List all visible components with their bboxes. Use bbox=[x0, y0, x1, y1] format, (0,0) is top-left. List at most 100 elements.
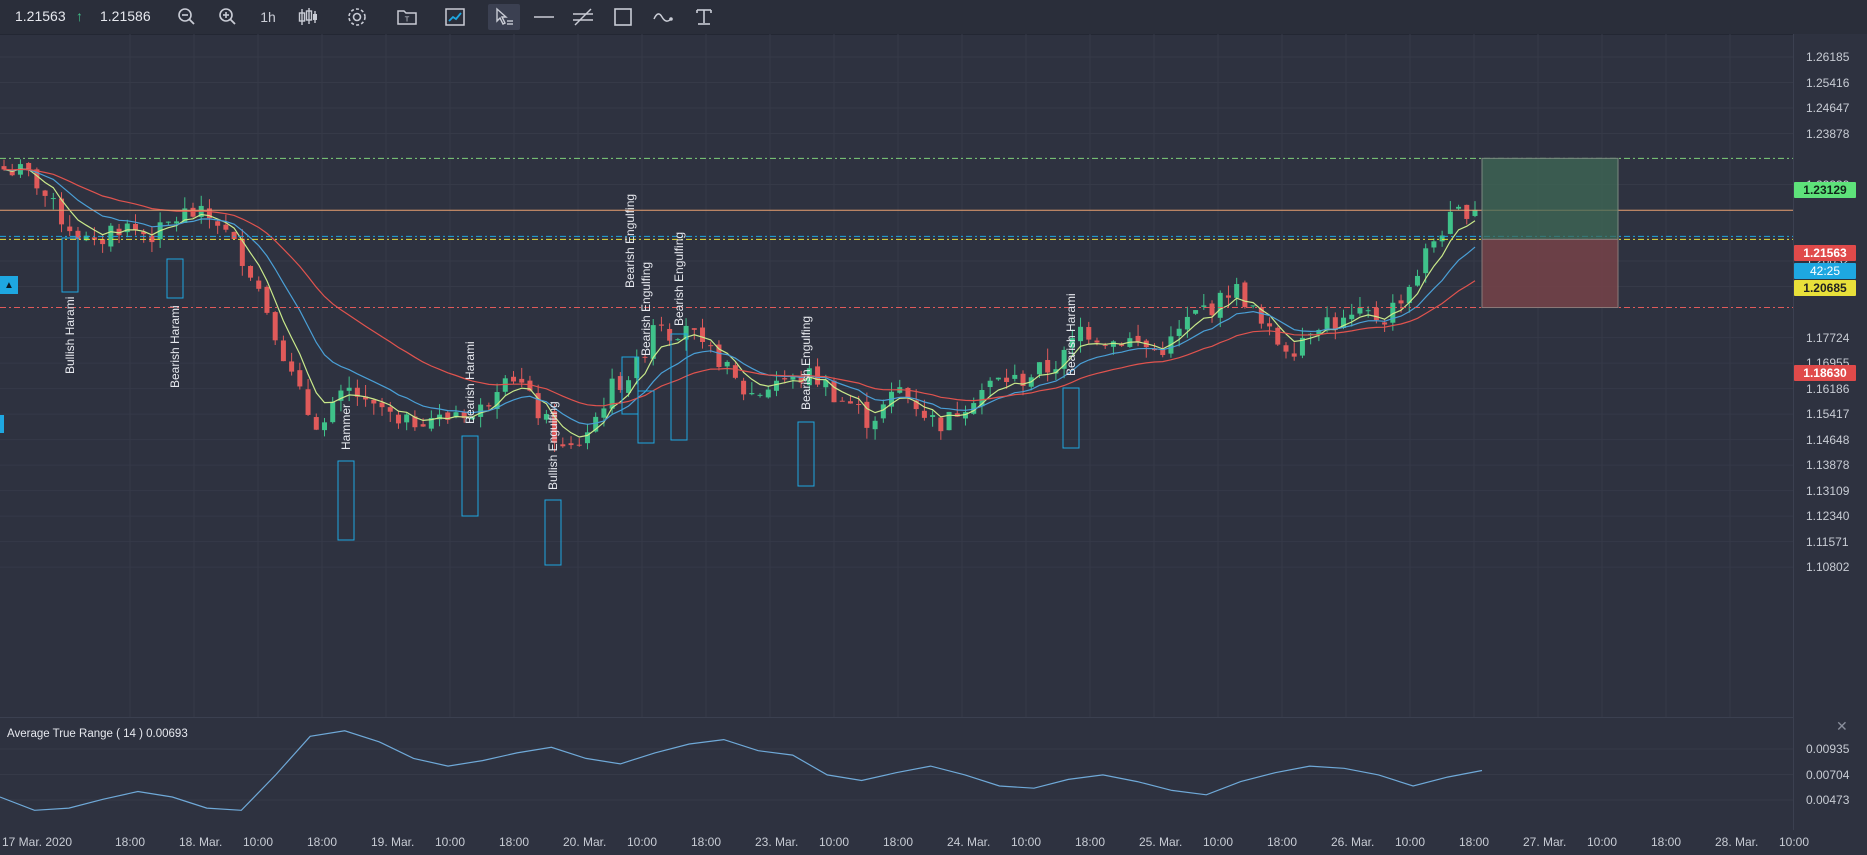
candle-body bbox=[371, 399, 377, 404]
time-axis-label: 23. Mar. bbox=[755, 835, 799, 849]
candle-body bbox=[1119, 344, 1125, 346]
candle-body bbox=[59, 198, 65, 225]
indicators-icon[interactable] bbox=[440, 4, 470, 30]
candle-body bbox=[1045, 360, 1051, 373]
candle-body bbox=[519, 378, 525, 383]
candle-body bbox=[552, 411, 558, 443]
price-axis-label: 1.13109 bbox=[1806, 483, 1850, 498]
candle-body bbox=[683, 325, 689, 340]
candle-body bbox=[864, 401, 870, 428]
candle-body bbox=[1225, 295, 1231, 298]
atr-indicator-panel[interactable] bbox=[0, 717, 1793, 830]
price-axis[interactable]: 1.261851.254161.246471.238781.223391.200… bbox=[1793, 34, 1867, 717]
candle-body bbox=[116, 228, 122, 236]
candle-body bbox=[798, 375, 804, 383]
text-tool-icon[interactable] bbox=[689, 4, 719, 30]
pattern-box bbox=[797, 421, 815, 487]
zoom-in-icon[interactable] bbox=[213, 4, 243, 30]
candle-body bbox=[469, 416, 475, 420]
candle-body bbox=[1431, 241, 1437, 248]
parallel-channel-icon[interactable] bbox=[568, 4, 598, 30]
candle-body bbox=[338, 390, 344, 401]
candle-body bbox=[617, 376, 623, 390]
pattern-label: Bullish Harami bbox=[63, 296, 77, 374]
price-axis-label: 1.17724 bbox=[1806, 330, 1850, 345]
atr-line bbox=[0, 730, 1483, 811]
close-panel-icon[interactable]: ✕ bbox=[1836, 718, 1848, 734]
candle-body bbox=[1464, 204, 1470, 219]
time-axis-label: 10:00 bbox=[1587, 835, 1618, 849]
candle-body bbox=[1267, 323, 1273, 327]
candle-body bbox=[601, 408, 607, 418]
settings-icon[interactable] bbox=[342, 4, 372, 30]
candle-body bbox=[379, 402, 385, 408]
candle-body bbox=[1365, 310, 1371, 312]
main-price-chart[interactable] bbox=[0, 34, 1793, 717]
candle-body bbox=[700, 327, 706, 342]
candle-body bbox=[100, 239, 106, 245]
pattern-label: Bearish Harami bbox=[463, 341, 477, 424]
candle-body bbox=[248, 265, 254, 278]
zoom-out-icon[interactable] bbox=[172, 4, 202, 30]
curve-icon[interactable] bbox=[648, 4, 678, 30]
candle-body bbox=[75, 230, 81, 240]
candle-body bbox=[979, 390, 985, 407]
candle-body bbox=[1250, 305, 1256, 307]
candle-body bbox=[1349, 314, 1355, 320]
candle-body bbox=[1242, 282, 1248, 308]
candlestick-type-icon[interactable] bbox=[293, 4, 323, 30]
time-axis-label: 18. Mar. bbox=[179, 835, 223, 849]
ask-price: 1.21586 bbox=[100, 8, 151, 24]
timeframe-button[interactable]: 1h bbox=[260, 9, 276, 25]
candle-body bbox=[50, 198, 56, 200]
candle-body bbox=[1004, 377, 1010, 382]
time-axis-label: 18:00 bbox=[1267, 835, 1298, 849]
time-axis[interactable]: 17 Mar. 2020 18:00 18. Mar. 10:00 18:00 19. M… bbox=[0, 830, 1809, 855]
candle-body bbox=[724, 361, 730, 367]
ema-fast-line bbox=[3, 168, 1476, 438]
candle-body bbox=[445, 412, 451, 420]
candle-body bbox=[149, 235, 155, 243]
candle-body bbox=[1078, 326, 1084, 342]
alert-marker-icon[interactable]: ▲ bbox=[0, 276, 18, 294]
time-axis-label: 10:00 bbox=[819, 835, 850, 849]
time-axis-label: 10:00 bbox=[1779, 835, 1810, 849]
ema-slow-line bbox=[3, 168, 1476, 407]
time-axis-label: 17 Mar. 2020 bbox=[2, 835, 73, 849]
candle-body bbox=[962, 412, 968, 419]
atr-axis-label: 0.00473 bbox=[1806, 793, 1850, 807]
candle-body bbox=[1390, 302, 1396, 323]
candle-body bbox=[1193, 310, 1199, 314]
candle-body bbox=[930, 415, 936, 417]
candle-body bbox=[1398, 300, 1404, 304]
candle-body bbox=[190, 207, 196, 217]
candle-body bbox=[428, 418, 434, 429]
pattern-label: Bearish Engulfing bbox=[799, 315, 813, 410]
candle-body bbox=[42, 190, 48, 196]
profit-zone bbox=[1481, 157, 1619, 240]
left-scroll-marker[interactable] bbox=[0, 415, 4, 433]
pattern-label: Bearish Engulfing bbox=[623, 193, 637, 288]
atr-title: Average True Range ( 14 ) 0.00693 bbox=[7, 728, 188, 740]
cursor-select-icon[interactable] bbox=[488, 4, 520, 30]
candle-body bbox=[1020, 373, 1026, 386]
time-axis-label: 18:00 bbox=[883, 835, 914, 849]
candle-body bbox=[330, 401, 336, 423]
candle-body bbox=[691, 328, 697, 330]
ema-lines bbox=[3, 168, 1476, 438]
candle-body bbox=[395, 414, 401, 424]
pattern-box bbox=[637, 390, 655, 444]
candle-body bbox=[1184, 316, 1190, 330]
time-axis-label: 18:00 bbox=[1075, 835, 1106, 849]
candle-body bbox=[289, 361, 295, 372]
time-axis-label: 28. Mar. bbox=[1715, 835, 1759, 849]
candle-body bbox=[1283, 345, 1289, 352]
templates-folder-icon[interactable]: T bbox=[392, 4, 422, 30]
candle-body bbox=[1152, 348, 1158, 351]
rectangle-icon[interactable] bbox=[608, 4, 638, 30]
candle-body bbox=[1456, 206, 1462, 209]
price-axis-label: 1.23878 bbox=[1806, 126, 1850, 141]
horizontal-line-icon[interactable] bbox=[529, 4, 559, 30]
candlestick-series bbox=[1, 159, 1478, 452]
candle-body bbox=[412, 416, 418, 428]
